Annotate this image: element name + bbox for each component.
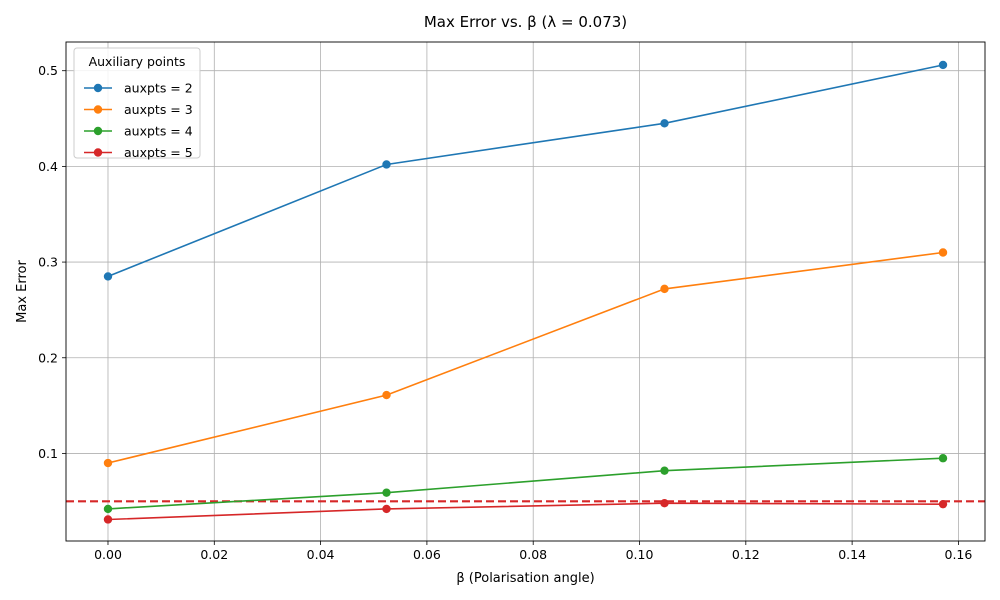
series-line: [107, 457, 944, 510]
legend-label: auxpts = 3: [124, 102, 193, 117]
data-point: [382, 488, 391, 497]
series-3: [103, 454, 948, 514]
data-point: [938, 60, 948, 70]
data-point: [660, 466, 669, 475]
data-point: [938, 454, 948, 463]
y-tick-label: 0.2: [38, 350, 58, 365]
chart-title: Max Error vs. β (λ = 0.073): [424, 13, 627, 31]
data-point: [103, 272, 113, 281]
legend-item: auxpts = 4: [84, 124, 193, 139]
series-1: [103, 60, 948, 281]
series-line: [107, 64, 944, 278]
x-tick-label: 0.00: [94, 547, 122, 562]
series-4: [103, 499, 948, 524]
legend-marker: [93, 148, 103, 157]
grid-lines: [66, 42, 985, 541]
legend-items: auxpts = 2 auxpts = 3 auxpts = 4 auxpts = 5: [84, 81, 193, 160]
y-tick-label: 0.1: [38, 446, 58, 461]
legend-item: auxpts = 5: [84, 145, 193, 160]
data-point: [938, 499, 948, 509]
x-tick-label: 0.08: [519, 547, 547, 562]
data-point: [660, 119, 669, 128]
x-tick-label: 0.04: [307, 547, 335, 562]
series-2: [103, 248, 948, 468]
data-point: [103, 515, 113, 524]
x-tick-label: 0.10: [626, 547, 654, 562]
data-point: [382, 390, 391, 400]
legend-title: Auxiliary points: [89, 54, 186, 69]
x-axis-title: β (Polarisation angle): [456, 571, 594, 586]
data-point: [660, 284, 669, 294]
data-point: [103, 504, 113, 514]
x-tick-label: 0.16: [945, 547, 973, 562]
x-tick-label: 0.12: [732, 547, 760, 562]
y-tick-label: 0.4: [38, 159, 58, 174]
data-point: [103, 458, 113, 468]
data-point: [938, 248, 948, 257]
legend-item: auxpts = 3: [84, 102, 193, 117]
series-line: [107, 502, 944, 521]
data-point: [660, 499, 669, 508]
x-tick-label: 0.14: [838, 547, 866, 562]
data-point: [382, 504, 391, 514]
data-point: [382, 160, 391, 169]
series-line: [107, 251, 944, 464]
legend-marker: [93, 126, 103, 136]
y-axis-ticks: 0.1 0.2 0.3 0.4 0.5: [38, 63, 66, 461]
x-axis-ticks: 0.00 0.02 0.04 0.06 0.08 0.10 0.12 0.14 0.16: [94, 541, 972, 562]
legend-label: auxpts = 4: [124, 124, 193, 139]
x-tick-label: 0.02: [200, 547, 228, 562]
x-tick-label: 0.06: [413, 547, 441, 562]
legend-label: auxpts = 2: [124, 81, 193, 96]
legend-marker: [93, 105, 103, 114]
legend-item: auxpts = 2: [84, 81, 193, 96]
series-group: [103, 60, 948, 524]
legend-marker: [93, 83, 103, 93]
y-tick-label: 0.3: [38, 255, 58, 270]
y-tick-label: 0.5: [38, 63, 58, 78]
plot-frame: [65, 41, 986, 542]
legend-label: auxpts = 5: [124, 145, 193, 160]
y-axis-title: Max Error: [15, 260, 30, 323]
